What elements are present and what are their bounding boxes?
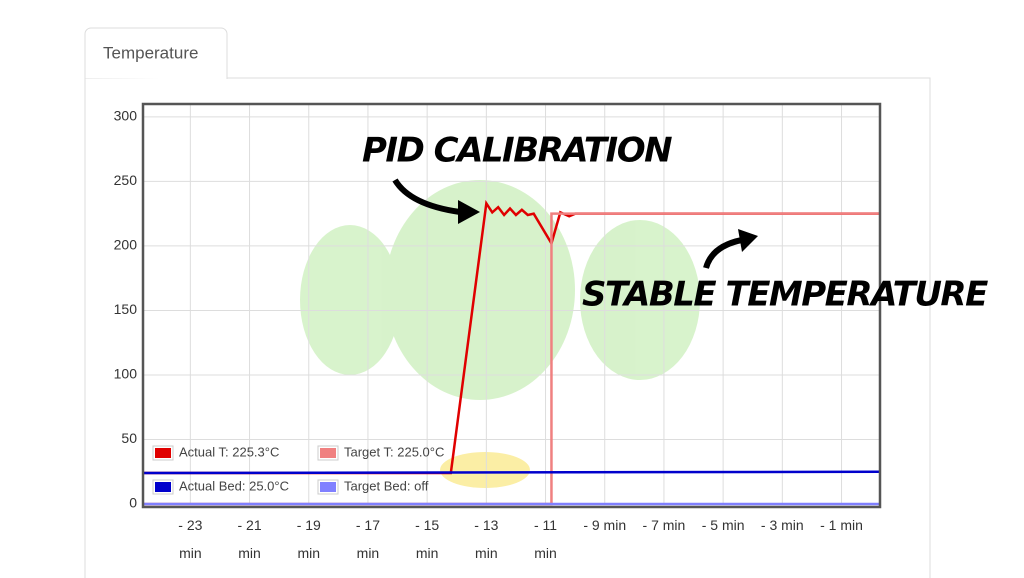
x-tick-label: - 11 min (533, 517, 558, 561)
arrow (392, 178, 461, 215)
arrow (703, 237, 743, 269)
x-tick-label: - 17 min (355, 517, 380, 561)
y-tick-label: 300 (114, 108, 138, 124)
x-tick-label: - 5 min (701, 517, 745, 533)
x-tick-label: - 3 min (760, 517, 804, 533)
arrow-head (458, 200, 480, 224)
x-tick-label: - 9 min (583, 517, 627, 533)
x-tick-label: - 23 min (178, 517, 203, 561)
y-tick-label: 250 (114, 172, 138, 188)
annotation: PID CALIBRATION (362, 131, 672, 171)
x-tick-label: - 7 min (642, 517, 686, 533)
legend-label: Target T: 225.0°C (344, 444, 444, 459)
panel (84, 77, 931, 578)
x-tick-label: - 19 min (296, 517, 321, 561)
legend-label: Actual Bed: 25.0°C (179, 478, 289, 493)
legend-swatch (155, 448, 171, 458)
plot-border (141, 102, 882, 509)
y-tick-label: 100 (114, 366, 138, 382)
x-tick-label: - 15 min (415, 517, 440, 561)
legend-swatch (320, 448, 336, 458)
legend-swatch (155, 482, 171, 492)
annotation: STABLE TEMPERATURE (582, 275, 988, 315)
legend-swatch (320, 482, 336, 492)
x-tick-label: - 1 min (820, 517, 863, 533)
arrow-head (738, 229, 758, 252)
series-line (142, 470, 881, 475)
plot (142, 104, 881, 506)
y-tick-label: 0 (129, 495, 137, 511)
legend-label: Target Bed: off (344, 478, 429, 493)
tab-label[interactable]: Temperature (103, 43, 198, 62)
y-tick-label: 200 (114, 237, 138, 253)
y-tick-label: 50 (121, 430, 137, 446)
tab[interactable] (84, 27, 228, 79)
x-tick-label: - 13 min (474, 517, 499, 561)
legend-label: Actual T: 225.3°C (179, 444, 279, 459)
logo (300, 180, 700, 488)
y-tick-label: 150 (114, 301, 138, 317)
x-tick-label: - 21 min (237, 517, 262, 561)
